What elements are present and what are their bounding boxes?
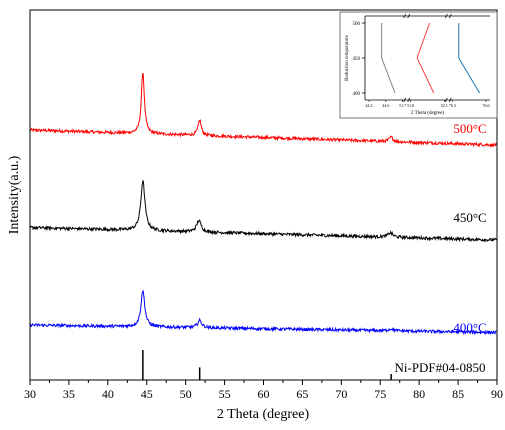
inset-chart: 400 450 500 44.2 44.6 51.7 51.8 52.1 76.3 76.6 2 T… — [339, 11, 498, 119]
x-tick-label-7: 65 — [296, 387, 308, 401]
series-label-1: 450°C — [453, 210, 486, 225]
inset-series-line-0 — [381, 23, 396, 94]
series-line-2 — [29, 290, 498, 336]
inset-y-tick-label-0: 400 — [353, 92, 361, 97]
x-axis-ticks: 30 35 40 45 50 55 60 65 70 75 80 85 90 — [24, 380, 503, 401]
inset-x-tick-label: 51.7 — [399, 103, 406, 108]
x-tick-label-5: 55 — [219, 387, 231, 401]
reference-label: Ni-PDF#04-0850 — [394, 360, 485, 375]
x-tick-label-3: 45 — [141, 387, 153, 401]
series-label-0: 500°C — [453, 121, 486, 136]
inset-break-mark — [407, 97, 411, 103]
x-tick-label-2: 40 — [102, 387, 114, 401]
series-labels: 500°C 450°C 400°C Ni-PDF#04-0850 — [394, 121, 486, 375]
x-tick-label-1: 35 — [63, 387, 75, 401]
inset-break-mark — [403, 13, 407, 19]
series-line-1 — [29, 180, 498, 243]
inset-x-label: 2 Theta (degree) — [411, 111, 444, 116]
inset-x-tick-label: 76.3 — [449, 103, 456, 108]
series-layer — [29, 72, 498, 336]
x-tick-label-6: 60 — [258, 387, 270, 401]
inset-x-tick-label: 44.6 — [382, 103, 389, 108]
inset-x-tick-label: 51.8 — [407, 103, 414, 108]
inset-y-tick-label-1: 450 — [353, 57, 361, 62]
inset-x-tick-label: 76.6 — [483, 103, 490, 108]
y-axis-label: Intensity(a.u.) — [7, 155, 22, 234]
inset-y-label: Reduction temperature — [345, 34, 350, 80]
series-label-2: 400°C — [453, 320, 486, 335]
inset-break-mark — [403, 97, 407, 103]
x-tick-label-12: 90 — [491, 387, 503, 401]
inset-break-mark — [407, 13, 411, 19]
reference-lines — [142, 350, 392, 380]
inset-frame — [339, 11, 498, 119]
x-tick-label-10: 80 — [413, 387, 425, 401]
x-tick-label-8: 70 — [335, 387, 347, 401]
x-tick-label-0: 30 — [24, 387, 36, 401]
inset-break-mark — [448, 13, 452, 19]
inset-break-mark — [444, 97, 448, 103]
x-tick-label-9: 75 — [374, 387, 386, 401]
inset-series-line-2 — [458, 23, 481, 94]
x-axis-label: 2 Theta (degree) — [217, 407, 310, 422]
inset-x-tick-label: 52.1 — [441, 103, 448, 108]
x-tick-label-4: 50 — [180, 387, 192, 401]
inset-x-tick-label: 44.2 — [366, 103, 373, 108]
inset-break-mark — [444, 13, 448, 19]
x-tick-label-11: 85 — [452, 387, 464, 401]
series-line-0 — [29, 72, 498, 148]
inset-y-tick-label-2: 500 — [353, 22, 361, 27]
inset-break-mark — [448, 97, 452, 103]
inset-series-line-1 — [416, 22, 435, 94]
